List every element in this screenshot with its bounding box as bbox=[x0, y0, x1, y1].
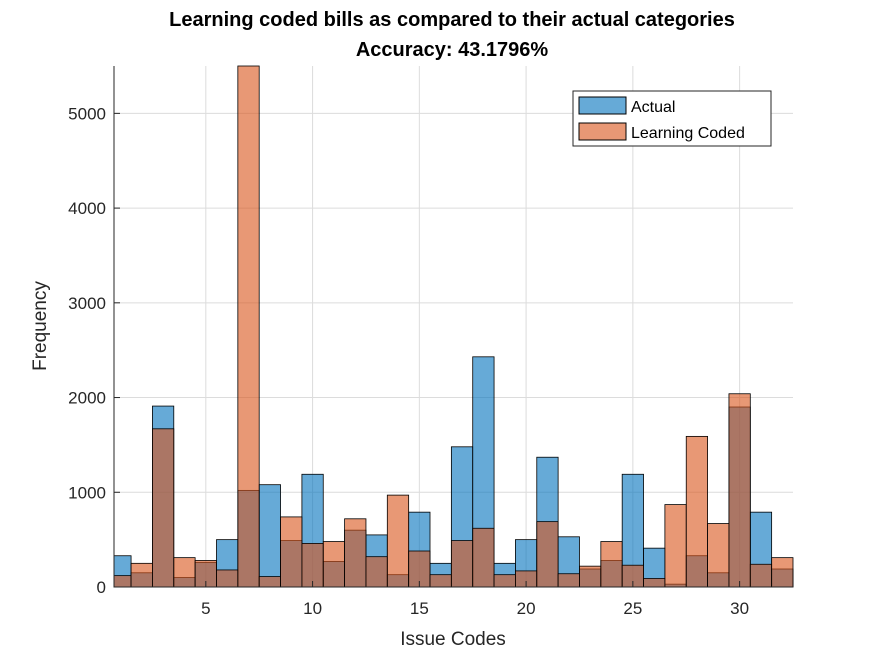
bar-learning-coded-31 bbox=[749, 563, 773, 588]
chart-title: Learning coded bills as compared to thei… bbox=[169, 9, 735, 31]
legend-swatch-learning-coded bbox=[578, 122, 627, 141]
bar-learning-coded-2 bbox=[130, 562, 153, 588]
x-ticks: 5 10 15 20 25 30 bbox=[201, 581, 749, 618]
bar-learning-coded-10 bbox=[301, 543, 324, 588]
legend: Actual Learning Coded bbox=[572, 90, 772, 147]
legend-swatch-actual bbox=[578, 96, 627, 115]
bar-learning-coded-28 bbox=[685, 435, 708, 588]
bar-learning-coded-27 bbox=[664, 504, 687, 588]
y-tick-label-4000: 4000 bbox=[68, 199, 106, 218]
legend-label-actual: Actual bbox=[631, 99, 675, 116]
y-axis-label: Frequency bbox=[30, 281, 51, 371]
x-tick-label-20: 20 bbox=[517, 599, 536, 618]
y-ticks: 0 1000 2000 3000 4000 5000 bbox=[68, 104, 120, 597]
bar-learning-coded-1 bbox=[113, 575, 132, 588]
x-tick-label-5: 5 bbox=[201, 599, 210, 618]
x-axis-label: Issue Codes bbox=[400, 629, 506, 650]
bar-learning-coded-17 bbox=[450, 540, 474, 588]
plot-area: 5 10 15 20 25 30 0 1000 2000 3000 4000 5000 bbox=[68, 65, 794, 618]
y-tick-label-5000: 5000 bbox=[68, 104, 106, 123]
bar-learning-coded-14 bbox=[386, 494, 410, 588]
bar-learning-coded-29 bbox=[707, 523, 730, 588]
bar-learning-coded-23 bbox=[579, 565, 602, 588]
x-tick-label-15: 15 bbox=[410, 599, 429, 618]
bar-learning-coded-24 bbox=[600, 541, 623, 588]
bar-learning-coded-18 bbox=[472, 527, 495, 588]
bar-learning-coded-19 bbox=[493, 574, 516, 588]
y-tick-label-2000: 2000 bbox=[68, 389, 106, 408]
x-tick-label-25: 25 bbox=[623, 599, 642, 618]
y-tick-label-3000: 3000 bbox=[68, 294, 106, 313]
bar-learning-coded-3 bbox=[152, 428, 175, 588]
bar-learning-coded-12 bbox=[344, 518, 367, 588]
bar-learning-coded-7 bbox=[237, 65, 260, 588]
bar-learning-coded-21 bbox=[536, 521, 559, 588]
x-tick-label-30: 30 bbox=[730, 599, 749, 618]
bar-learning-coded-8 bbox=[258, 576, 281, 588]
y-tick-label-0: 0 bbox=[97, 578, 106, 597]
chart-subtitle: Accuracy: 43.1796% bbox=[356, 39, 549, 61]
bar-learning-coded-9 bbox=[280, 516, 303, 588]
series-learning-coded bbox=[113, 65, 794, 588]
y-tick-label-1000: 1000 bbox=[68, 483, 106, 502]
bar-learning-coded-32 bbox=[771, 557, 794, 588]
legend-label-learning-coded: Learning Coded bbox=[631, 125, 745, 142]
bar-actual-8 bbox=[258, 484, 281, 588]
bar-learning-coded-16 bbox=[429, 574, 452, 588]
bar-learning-coded-13 bbox=[365, 556, 388, 588]
bar-learning-coded-30 bbox=[728, 393, 751, 588]
x-tick-label-10: 10 bbox=[303, 599, 322, 618]
bar-learning-coded-11 bbox=[322, 541, 346, 588]
bar-learning-coded-26 bbox=[643, 578, 666, 588]
bar-learning-coded-6 bbox=[216, 569, 239, 588]
bar-learning-coded-4 bbox=[173, 557, 196, 588]
bar-learning-coded-22 bbox=[557, 573, 580, 588]
